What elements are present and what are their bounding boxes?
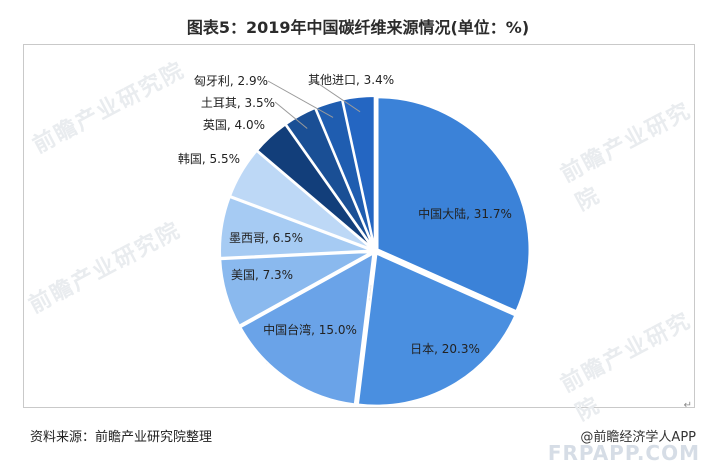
slice-label-2: 日本, 20.3% — [410, 342, 480, 356]
slice-label-8: 土耳其, 3.5% — [201, 96, 275, 110]
slice-label-6: 韩国, 5.5% — [178, 151, 240, 166]
leader-line-10 — [312, 79, 361, 113]
slice-label-1: 中国大陆, 31.7% — [418, 206, 512, 221]
slice-label-9: 匈牙利, 2.9% — [194, 74, 268, 88]
source-note: 资料来源：前瞻产业研究院整理 — [30, 430, 213, 445]
site-watermark: FRPAPP.COM — [547, 441, 700, 465]
slice-label-5: 墨西哥, 6.5% — [229, 231, 303, 245]
leader-line-9 — [267, 80, 334, 118]
slice-label-4: 美国, 7.3% — [231, 268, 293, 282]
pie-slice-3 — [239, 251, 375, 406]
credit-text: @前瞻经济学人APP — [580, 430, 696, 445]
chart-frame — [23, 44, 695, 408]
pie-slice-1 — [376, 96, 531, 313]
slice-label-3: 中国台湾, 15.0% — [263, 322, 357, 337]
pie-slice-4 — [219, 250, 373, 327]
chart-title: 图表5：2019年中国碳纤维来源情况(单位：%) — [186, 18, 530, 37]
pie-slice-5 — [219, 195, 373, 259]
slice-label-10: 其他进口, 3.4% — [308, 73, 394, 87]
leader-line-8 — [274, 101, 308, 129]
pie-slice-2 — [356, 252, 517, 407]
slice-label-7: 英国, 4.0% — [203, 118, 265, 132]
return-mark: ↵ — [683, 400, 692, 411]
